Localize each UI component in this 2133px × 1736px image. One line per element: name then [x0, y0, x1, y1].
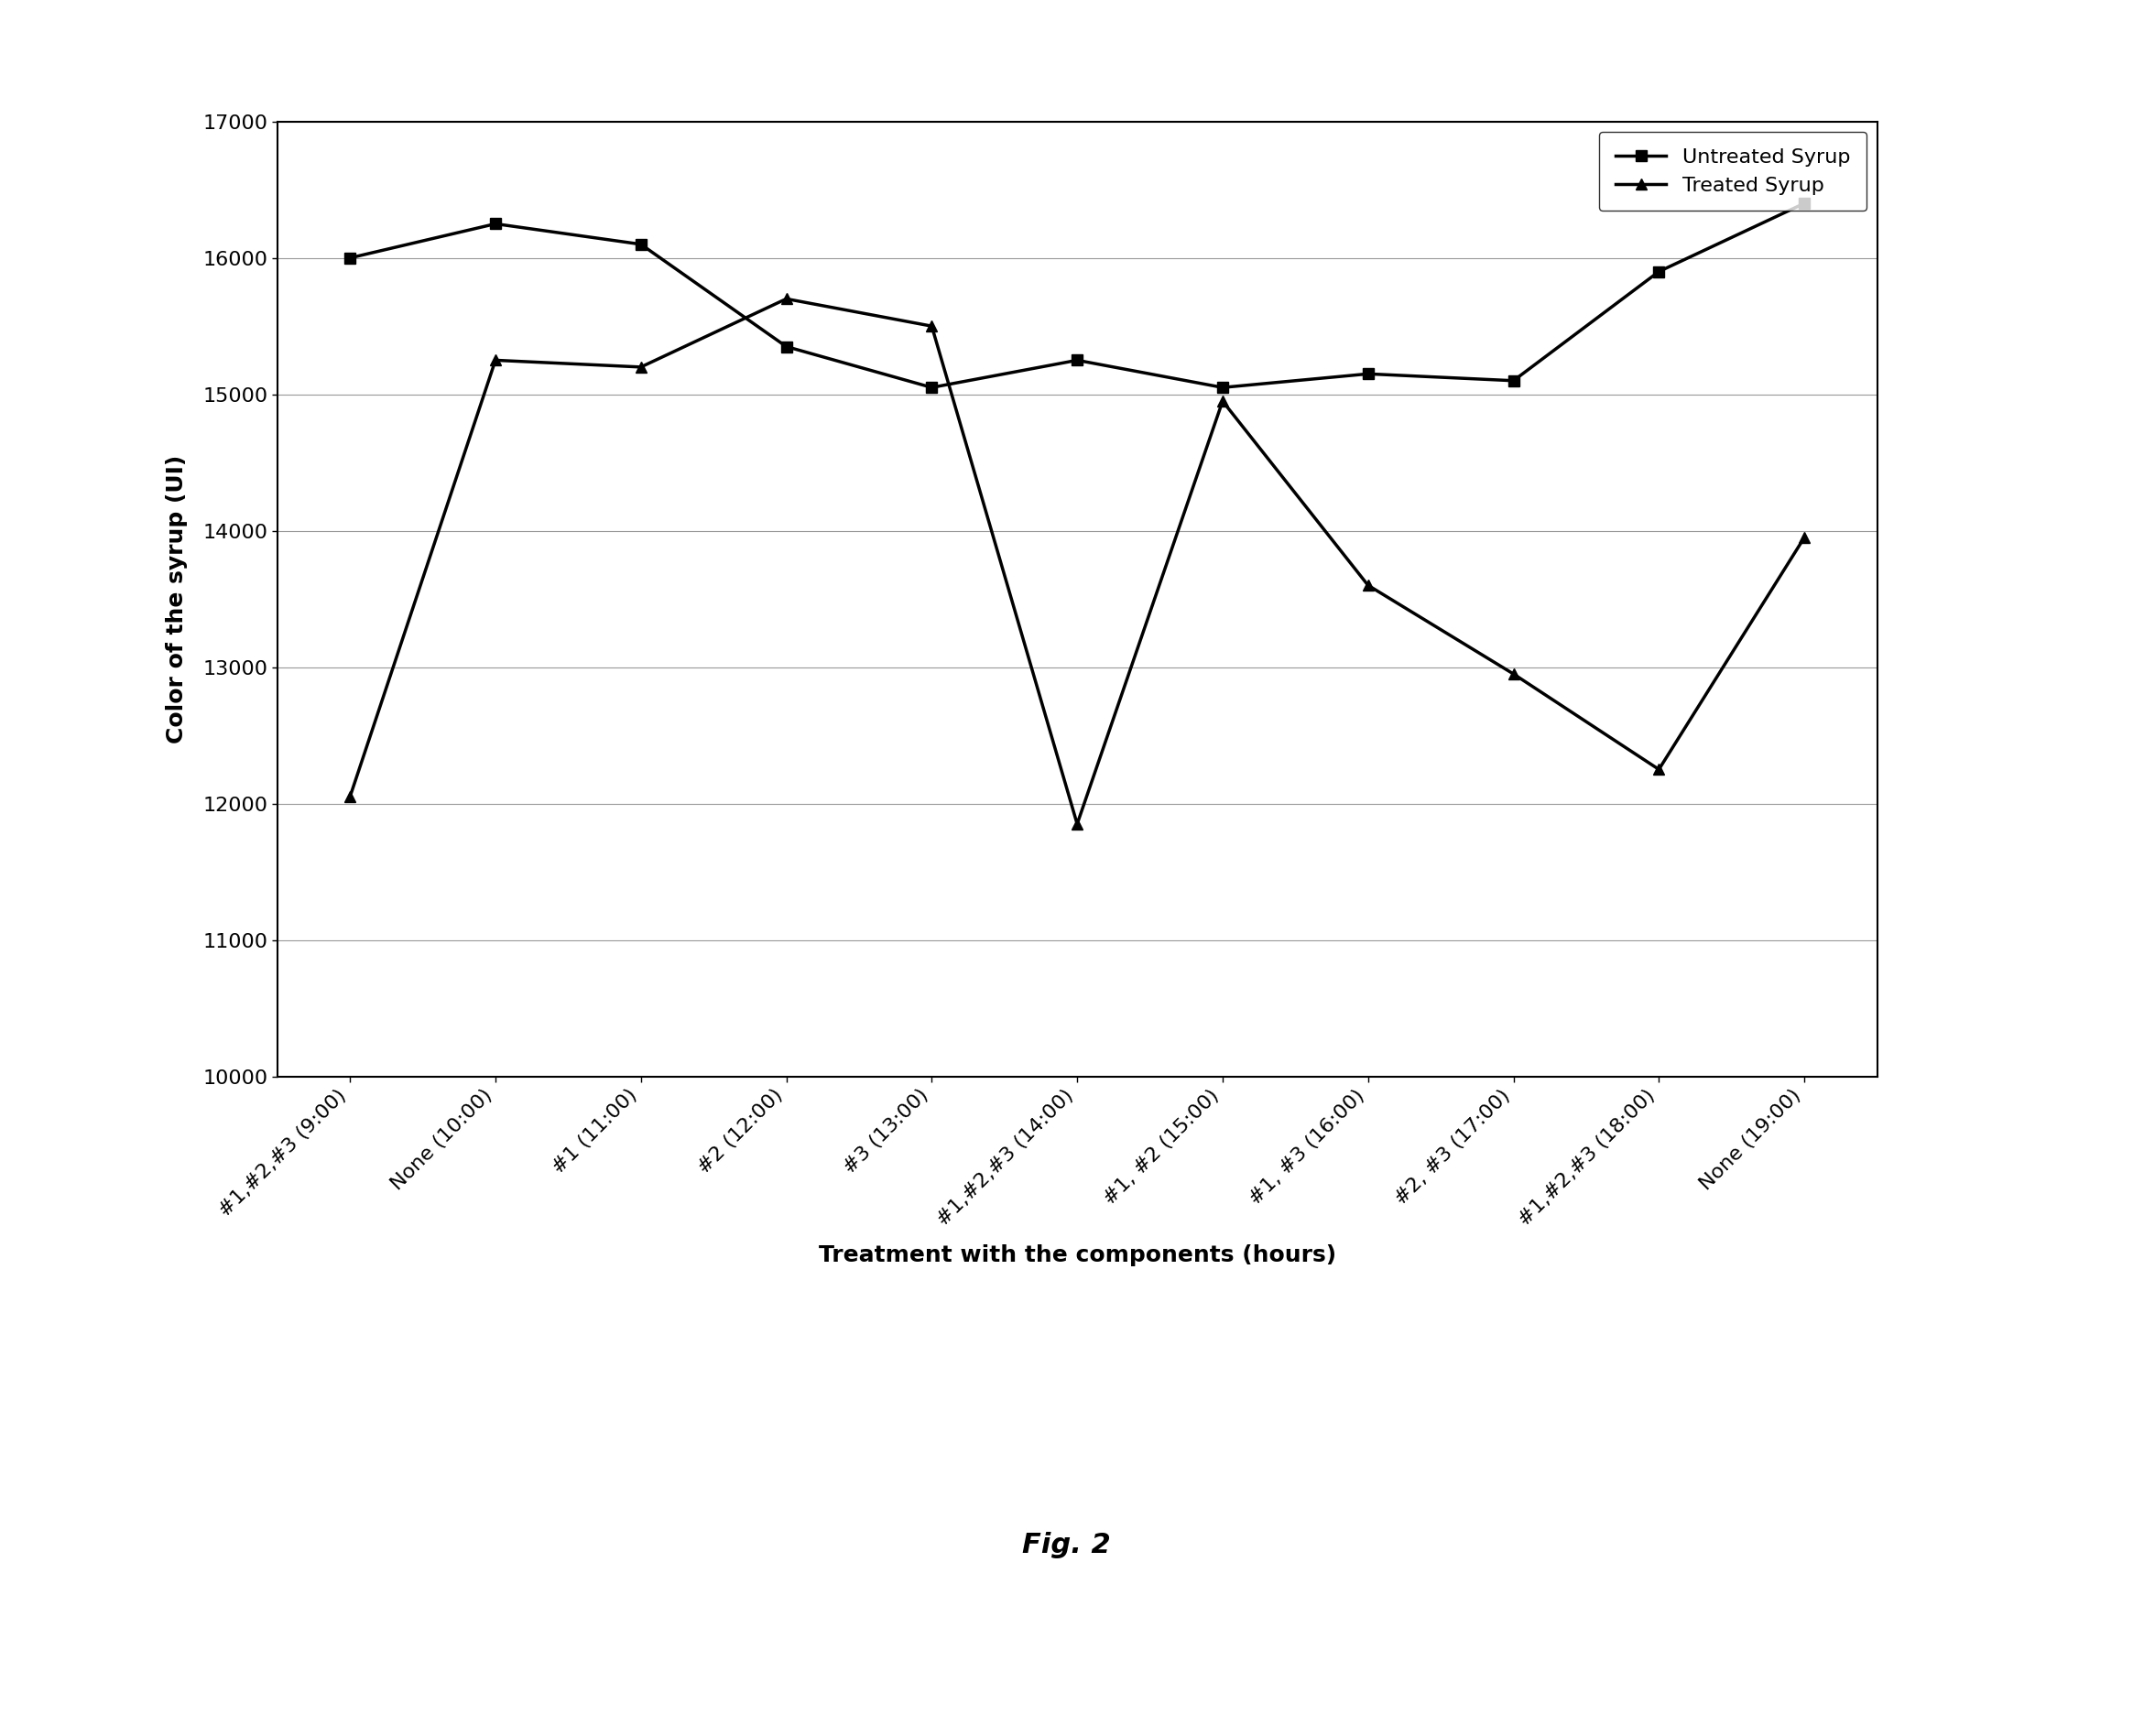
- Untreated Syrup: [1354, 363, 1380, 384]
- Text: Fig. 2: Fig. 2: [1022, 1531, 1111, 1559]
- Untreated Syrup: [337, 248, 363, 269]
- Untreated Syrup: [482, 214, 508, 234]
- Untreated Syrup: [1647, 260, 1672, 281]
- Treated Syrup: [627, 356, 653, 377]
- X-axis label: Treatment with the components (hours): Treatment with the components (hours): [819, 1245, 1335, 1266]
- Treated Syrup: [1064, 814, 1090, 835]
- Untreated Syrup: [774, 337, 800, 358]
- Treated Syrup: [1502, 663, 1527, 684]
- Untreated Syrup: [1064, 349, 1090, 370]
- Y-axis label: Color of the syrup (UI): Color of the syrup (UI): [166, 455, 188, 743]
- Treated Syrup: [774, 288, 800, 309]
- Treated Syrup: [482, 349, 508, 370]
- Treated Syrup: [1209, 391, 1235, 411]
- Legend: Untreated Syrup, Treated Syrup: Untreated Syrup, Treated Syrup: [1600, 132, 1866, 212]
- Untreated Syrup: [1502, 370, 1527, 391]
- Treated Syrup: [1354, 575, 1380, 595]
- Untreated Syrup: [1209, 377, 1235, 398]
- Treated Syrup: [337, 786, 363, 807]
- Treated Syrup: [1792, 528, 1817, 549]
- Treated Syrup: [919, 316, 945, 337]
- Line: Untreated Syrup: Untreated Syrup: [343, 198, 1811, 394]
- Treated Syrup: [1647, 759, 1672, 779]
- Untreated Syrup: [919, 377, 945, 398]
- Untreated Syrup: [1792, 193, 1817, 214]
- Untreated Syrup: [627, 234, 653, 255]
- Line: Treated Syrup: Treated Syrup: [343, 293, 1811, 830]
